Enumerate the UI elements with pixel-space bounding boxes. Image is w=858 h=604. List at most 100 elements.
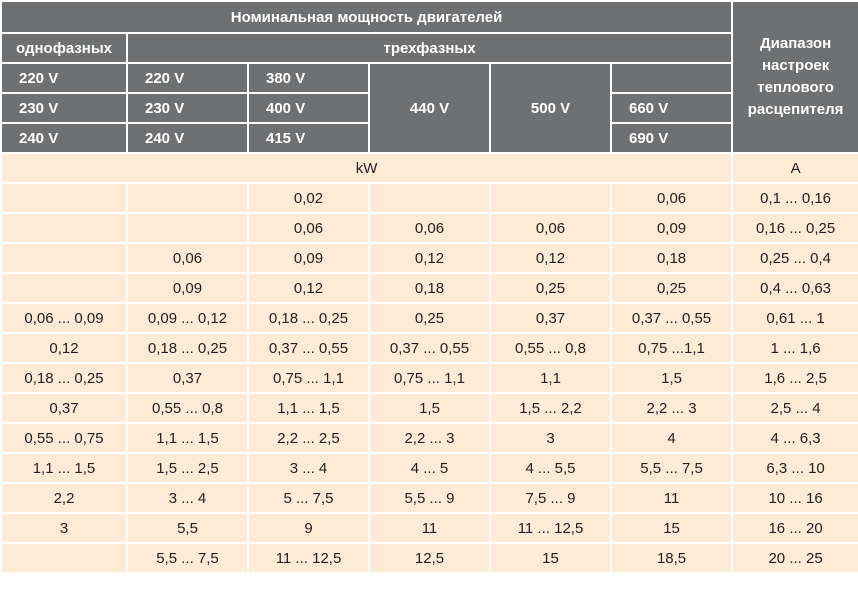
power-cell: 1,1 bbox=[489, 362, 612, 394]
power-cell: 12,5 bbox=[368, 542, 491, 574]
power-cell bbox=[0, 272, 128, 304]
header-title: Номинальная мощность двигателей bbox=[0, 0, 734, 34]
power-cell: 2,2 ... 3 bbox=[609, 392, 734, 424]
power-cell: 2,2 ... 3 bbox=[368, 422, 491, 454]
power-cell: 1,1 ... 1,5 bbox=[0, 452, 128, 484]
power-cell: 15 bbox=[609, 512, 734, 544]
voltage-cell: 240 V bbox=[126, 122, 249, 154]
power-cell: 9 bbox=[247, 512, 370, 544]
table-row: 3 5,5 9 11 11 ... 12,5 15 16 ... 20 bbox=[0, 512, 858, 544]
voltage-cell: 220 V bbox=[0, 62, 128, 94]
power-cell: 0,37 ... 0,55 bbox=[368, 332, 491, 364]
range-cell: 0,61 ... 1 bbox=[731, 302, 858, 334]
range-cell: 10 ... 16 bbox=[731, 482, 858, 514]
power-cell: 0,55 ... 0,75 bbox=[0, 422, 128, 454]
power-cell: 1,5 ... 2,2 bbox=[489, 392, 612, 424]
power-cell: 0,12 bbox=[0, 332, 128, 364]
power-cell: 0,06 bbox=[247, 212, 370, 244]
range-cell: 4 ... 6,3 bbox=[731, 422, 858, 454]
power-cell bbox=[0, 182, 128, 214]
power-cell: 2,2 ... 2,5 bbox=[247, 422, 370, 454]
range-label-line-1: Диапазон bbox=[760, 35, 832, 52]
table-row: 0,06 ... 0,09 0,09 ... 0,12 0,18 ... 0,25 0… bbox=[0, 302, 858, 334]
power-cell: 3 bbox=[0, 512, 128, 544]
current-unit: A bbox=[731, 152, 858, 184]
range-cell: 0,25 ... 0,4 bbox=[731, 242, 858, 274]
power-cell: 0,18 ... 0,25 bbox=[247, 302, 370, 334]
power-cell: 1,5 bbox=[609, 362, 734, 394]
power-cell: 5,5 ... 9 bbox=[368, 482, 491, 514]
power-cell: 7,5 ... 9 bbox=[489, 482, 612, 514]
power-cell: 0,06 ... 0,09 bbox=[0, 302, 128, 334]
table-row: 0,55 ... 0,75 1,1 ... 1,5 2,2 ... 2,5 2,2 .… bbox=[0, 422, 858, 454]
power-cell: 0,55 ... 0,8 bbox=[126, 392, 249, 424]
table-body: kW A 0,02 0,06 0,1 ... 0,16 0,06 0,06 0,06 0,0… bbox=[0, 152, 858, 574]
motor-power-table: Номинальная мощность двигателей Диапазон… bbox=[0, 0, 858, 574]
range-header: Диапазон настроек теплового расцепителя bbox=[731, 0, 858, 154]
power-cell: 4 ... 5 bbox=[368, 452, 491, 484]
voltage-cell: 240 V bbox=[0, 122, 128, 154]
power-cell bbox=[126, 182, 249, 214]
power-cell: 1,5 bbox=[368, 392, 491, 424]
range-cell: 0,1 ... 0,16 bbox=[731, 182, 858, 214]
power-cell bbox=[0, 242, 128, 274]
power-cell: 11 ... 12,5 bbox=[489, 512, 612, 544]
power-cell: 1,1 ... 1,5 bbox=[126, 422, 249, 454]
power-cell: 0,37 bbox=[489, 302, 612, 334]
power-cell: 5,5 bbox=[126, 512, 249, 544]
power-cell: 0,18 ... 0,25 bbox=[126, 332, 249, 364]
power-cell bbox=[0, 212, 128, 244]
voltage-cell: 230 V bbox=[126, 92, 249, 124]
power-cell: 15 bbox=[489, 542, 612, 574]
power-cell: 0,18 bbox=[368, 272, 491, 304]
power-cell: 0,75 ...1,1 bbox=[609, 332, 734, 364]
power-cell: 0,37 bbox=[126, 362, 249, 394]
voltage-cell: 220 V bbox=[126, 62, 249, 94]
range-cell: 2,5 ... 4 bbox=[731, 392, 858, 424]
range-cell: 1,6 ... 2,5 bbox=[731, 362, 858, 394]
power-cell: 1,1 ... 1,5 bbox=[247, 392, 370, 424]
power-cell: 1,5 ... 2,5 bbox=[126, 452, 249, 484]
units-row: kW A bbox=[0, 152, 858, 184]
power-cell bbox=[0, 542, 128, 574]
range-label-line-3: теплового bbox=[757, 79, 834, 96]
range-label-line-2: настроек bbox=[761, 57, 830, 74]
power-cell: 0,06 bbox=[368, 212, 491, 244]
power-cell: 0,25 bbox=[609, 272, 734, 304]
power-cell bbox=[126, 212, 249, 244]
power-cell: 11 bbox=[609, 482, 734, 514]
range-label-line-4: расцепителя bbox=[747, 101, 844, 118]
voltage-cell: 500 V bbox=[489, 62, 612, 154]
power-cell: 3 bbox=[489, 422, 612, 454]
table-row: 0,09 0,12 0,18 0,25 0,25 0,4 ... 0,63 bbox=[0, 272, 858, 304]
power-cell: 0,25 bbox=[489, 272, 612, 304]
table-row: 0,02 0,06 0,1 ... 0,16 bbox=[0, 182, 858, 214]
power-cell: 0,25 bbox=[368, 302, 491, 334]
three-phase-header: трехфазных bbox=[125, 32, 734, 64]
table-row: 0,06 0,09 0,12 0,12 0,18 0,25 ... 0,4 bbox=[0, 242, 858, 274]
range-cell: 6,3 ... 10 bbox=[731, 452, 858, 484]
range-cell: 16 ... 20 bbox=[731, 512, 858, 544]
power-cell: 0,12 bbox=[368, 242, 491, 274]
power-cell: 11 bbox=[368, 512, 491, 544]
power-cell: 0,09 bbox=[609, 212, 734, 244]
voltage-cell: 690 V bbox=[609, 122, 734, 154]
table-row: 0,12 0,18 ... 0,25 0,37 ... 0,55 0,37 ... 0… bbox=[0, 332, 858, 364]
power-cell: 0,18 bbox=[609, 242, 734, 274]
power-cell: 0,55 ... 0,8 bbox=[489, 332, 612, 364]
power-cell: 18,5 bbox=[609, 542, 734, 574]
power-cell: 0,12 bbox=[247, 272, 370, 304]
voltage-cell: 380 V bbox=[247, 62, 370, 94]
power-cell: 0,75 ... 1,1 bbox=[247, 362, 370, 394]
power-cell: 4 ... 5,5 bbox=[489, 452, 612, 484]
range-cell: 0,16 ... 0,25 bbox=[731, 212, 858, 244]
power-cell bbox=[489, 182, 612, 214]
voltage-cell bbox=[609, 62, 734, 94]
power-cell: 0,02 bbox=[247, 182, 370, 214]
power-cell: 5 ... 7,5 bbox=[247, 482, 370, 514]
range-cell: 20 ... 25 bbox=[731, 542, 858, 574]
range-cell: 0,4 ... 0,63 bbox=[731, 272, 858, 304]
power-cell: 2,2 bbox=[0, 482, 128, 514]
